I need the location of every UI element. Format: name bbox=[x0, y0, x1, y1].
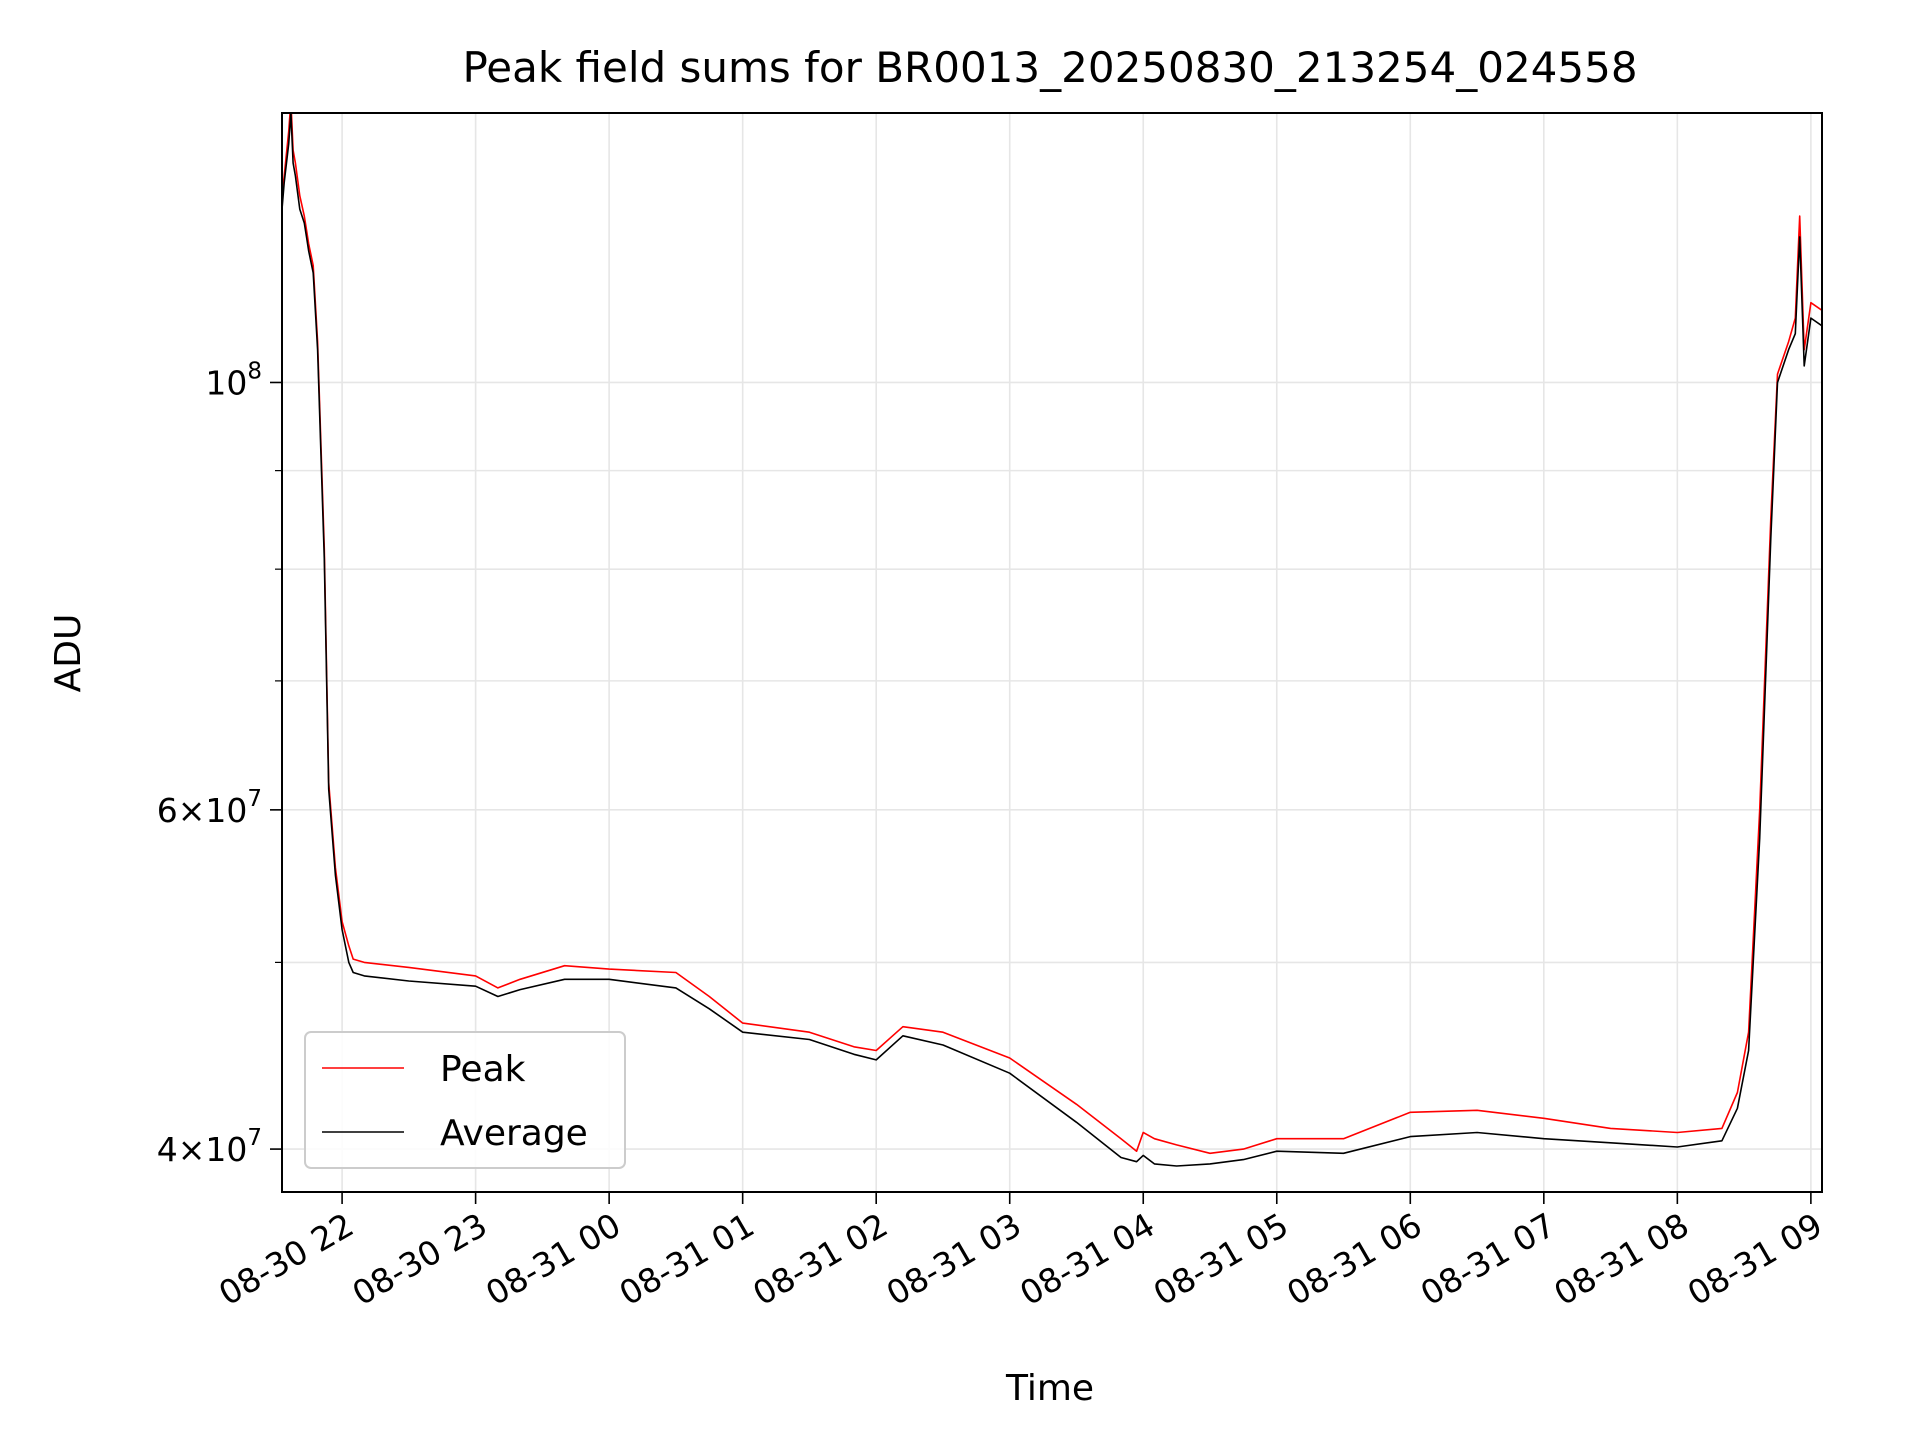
gridlines bbox=[282, 113, 1822, 1192]
y-tick-label: 108 bbox=[205, 358, 262, 402]
y-axis-label: ADU bbox=[48, 614, 89, 693]
plot-frame bbox=[281, 112, 1823, 1193]
x-axis-label: Time bbox=[1005, 1368, 1094, 1409]
series-line-average bbox=[282, 113, 1822, 1167]
y-tick-label: 4×107 bbox=[157, 1125, 262, 1169]
legend-label-peak: Peak bbox=[440, 1049, 526, 1090]
legend: Peak Average bbox=[304, 1031, 626, 1169]
chart-title: Peak field sums for BR0013_20250830_2132… bbox=[462, 43, 1637, 92]
series-lines bbox=[282, 113, 1822, 1167]
legend-label-average: Average bbox=[440, 1113, 588, 1154]
y-axis-ticks: 4×107 6×107 108 bbox=[157, 358, 282, 1169]
y-tick-label: 6×107 bbox=[157, 786, 262, 830]
legend-box bbox=[304, 1031, 626, 1169]
series-line-peak bbox=[282, 113, 1822, 1155]
